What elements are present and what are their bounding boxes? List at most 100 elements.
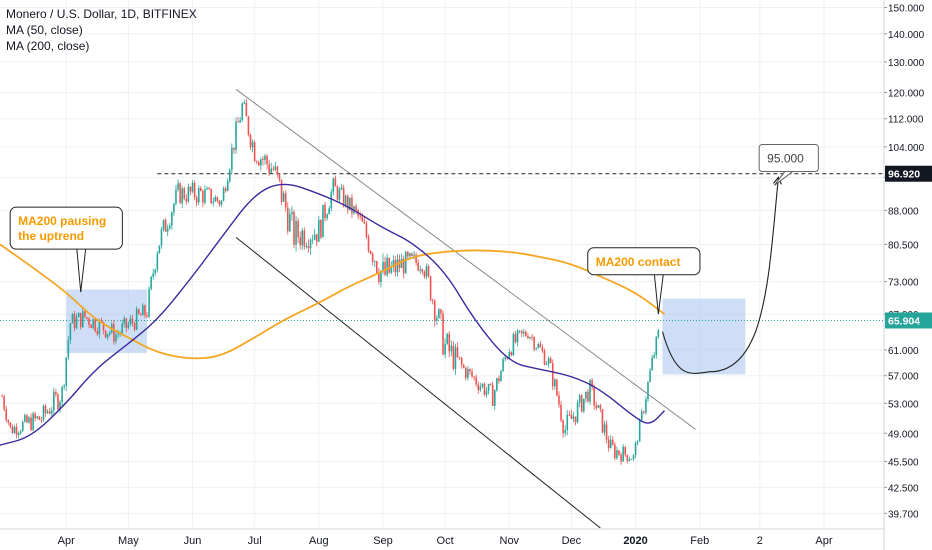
candle-body — [21, 421, 24, 432]
candle — [282, 191, 285, 202]
candle-body — [589, 380, 591, 402]
candle — [216, 196, 219, 203]
candle-body — [520, 330, 523, 334]
candle — [620, 452, 622, 465]
candle — [566, 410, 569, 436]
candle — [373, 260, 376, 268]
candle-body — [42, 405, 45, 420]
candle-body — [197, 187, 200, 203]
candle — [185, 194, 188, 205]
candle — [578, 394, 581, 408]
y-tick-label: 39.700 — [888, 509, 919, 520]
candle-body — [429, 276, 432, 301]
candle — [462, 363, 465, 369]
candle — [365, 220, 368, 239]
candle — [456, 342, 459, 359]
candle — [361, 212, 364, 222]
candle-body — [628, 459, 631, 461]
candle-body — [384, 261, 386, 275]
x-tick-label: Oct — [437, 535, 454, 547]
candle-body — [71, 314, 74, 324]
candle-body — [291, 211, 293, 215]
candle — [543, 348, 546, 366]
candle-body — [9, 422, 12, 427]
candle-body — [618, 450, 620, 455]
candle-body — [148, 288, 150, 317]
candle-body — [516, 330, 519, 343]
candle-body — [643, 411, 645, 413]
candle — [425, 263, 428, 280]
candle — [342, 184, 345, 208]
candle-body — [13, 426, 16, 434]
candle — [48, 407, 51, 415]
candle — [489, 383, 492, 386]
candle — [371, 251, 374, 266]
candle-body — [293, 211, 295, 245]
legend-symbol: Monero / U.S. Dollar, 1D, BITFINEX — [6, 7, 197, 21]
candle — [605, 420, 608, 444]
candle — [556, 378, 558, 397]
candle-body — [433, 300, 436, 321]
candle — [262, 156, 264, 166]
candle-body — [562, 420, 564, 433]
candle-body — [440, 309, 442, 314]
candle — [301, 228, 304, 250]
candle — [407, 250, 409, 260]
y-tick-label: 120.000 — [888, 88, 925, 99]
candle — [38, 416, 41, 421]
candle-body — [247, 116, 250, 135]
candle — [197, 185, 200, 206]
x-tick-label: Dec — [562, 535, 582, 547]
candle-body — [139, 313, 142, 316]
candle — [11, 424, 14, 434]
candle — [522, 329, 525, 337]
candle-body — [158, 245, 161, 254]
candle — [69, 322, 72, 344]
x-tick-label: 2020 — [623, 535, 647, 547]
candle — [121, 319, 123, 336]
candle-body — [251, 142, 254, 148]
candle — [233, 147, 235, 155]
candle-body — [146, 315, 148, 317]
candle-body — [295, 220, 297, 245]
candle-body — [522, 331, 525, 334]
candle-body — [307, 246, 310, 249]
candle — [554, 377, 556, 390]
candle-body — [94, 319, 97, 331]
candle — [231, 143, 233, 175]
candles — [1, 98, 660, 465]
candle-body — [645, 399, 647, 413]
candle-body — [640, 411, 643, 420]
candle — [595, 401, 598, 411]
candle — [293, 209, 295, 248]
candle-body — [144, 305, 146, 316]
candle-body — [535, 348, 537, 350]
x-tick-label: Apr — [58, 535, 75, 547]
candle — [162, 219, 165, 232]
candle-body — [106, 333, 109, 338]
candle — [249, 133, 252, 150]
projection-arrowhead — [772, 176, 782, 185]
range-box — [662, 298, 746, 375]
candle-body — [514, 334, 517, 343]
candle — [332, 177, 335, 196]
y-tick-label: 57.000 — [888, 372, 919, 383]
candle-body — [578, 395, 581, 403]
candle-body — [297, 220, 299, 238]
candle — [396, 254, 399, 277]
candle-body — [44, 405, 47, 413]
candle-body — [30, 417, 32, 431]
candle — [328, 205, 330, 215]
candle-body — [264, 155, 266, 161]
candle — [568, 410, 571, 416]
candle — [465, 366, 467, 381]
candle-body — [454, 347, 457, 369]
candle-body — [607, 439, 610, 449]
candle — [632, 454, 635, 462]
candle-body — [173, 203, 175, 213]
candle — [409, 252, 411, 258]
candle-body — [525, 331, 527, 336]
candle — [549, 356, 552, 364]
candle-body — [409, 253, 411, 257]
